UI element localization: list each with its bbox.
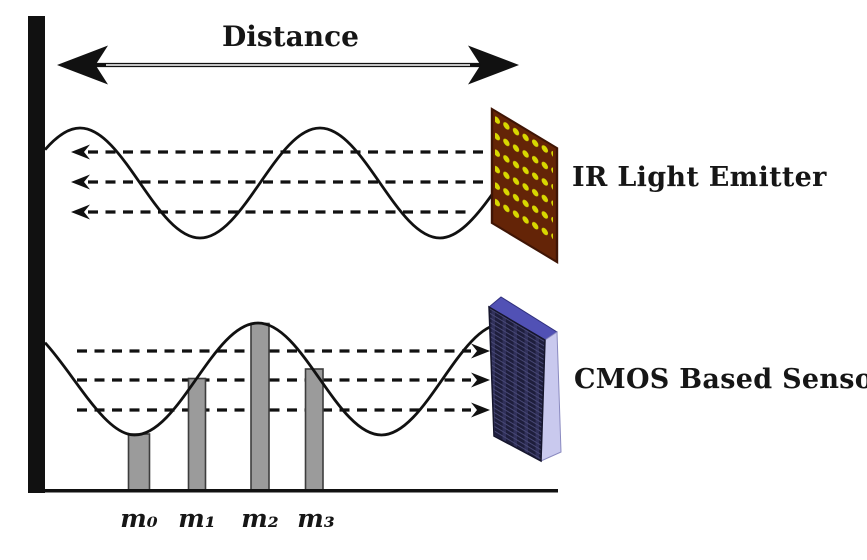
distance-arrowhead-left-icon xyxy=(57,45,108,85)
sensor-label: CMOS Based Sensor xyxy=(574,364,867,395)
cmos-sensor-front-face xyxy=(488,305,546,463)
emitted-ray-arrowhead-icon xyxy=(71,174,90,190)
ir-emitter-panel xyxy=(490,107,559,264)
received-ray-arrowhead-icon xyxy=(471,343,490,359)
measurement-label-m1: m₁ xyxy=(178,504,216,533)
emitted-ray-arrowhead-icon xyxy=(71,204,90,220)
measurement-label-m2: m₂ xyxy=(241,504,279,533)
ground-axis xyxy=(45,489,558,493)
distance-arrowhead-right-icon xyxy=(468,45,519,85)
received-ray-arrows xyxy=(77,343,490,418)
emitted-wave xyxy=(43,126,494,240)
measurement-label-m3: m₃ xyxy=(297,504,335,533)
measurement-bar-m1 xyxy=(187,377,207,492)
distance-arrow xyxy=(57,45,519,85)
reflected-wave xyxy=(43,321,502,437)
emitter-label: IR Light Emitter xyxy=(572,162,827,193)
measurement-bar-m2 xyxy=(250,322,270,492)
received-ray-arrowhead-icon xyxy=(471,402,490,418)
emitted-ray-arrows xyxy=(71,144,487,220)
received-ray-arrowhead-icon xyxy=(471,372,490,388)
cmos-sensor-panel xyxy=(488,296,562,463)
ir-emitter-led-grid xyxy=(495,112,553,249)
measurement-bar-m3 xyxy=(304,368,324,492)
measurement-bars xyxy=(127,322,324,492)
distance-label: Distance xyxy=(222,20,359,53)
measurement-bar-m0 xyxy=(127,433,151,492)
measurement-label-m0: m₀ xyxy=(120,504,158,533)
emitted-ray-arrowhead-icon xyxy=(71,144,90,160)
wall-target xyxy=(28,16,45,493)
